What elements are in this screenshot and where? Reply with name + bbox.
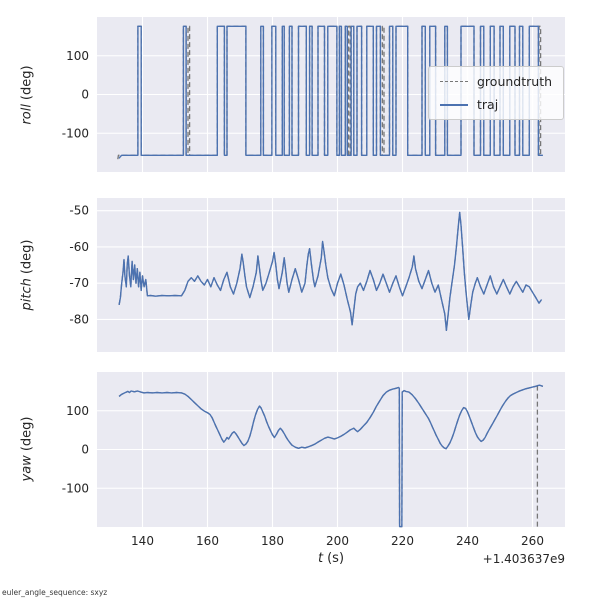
pitch-y-tick-label: -70 [69,276,89,290]
pitch-label-unit: (deg) [19,239,35,275]
pitch-y-tick-label: -60 [69,240,89,254]
yaw-label-unit: (deg) [19,416,35,452]
euler-sequence-note: euler_angle_sequence: sxyz [2,588,108,597]
yaw-y-tick-label: -100 [62,481,89,495]
x-axis-label: t (s) [318,551,344,566]
roll-traj-line [118,25,543,159]
groundtruth-line-sample [440,81,468,82]
x-label-unit: (s) [327,551,345,566]
x-tick-label: 140 [131,534,154,548]
pitch-y-tick-label: -50 [69,204,89,218]
yaw-traj-line [118,384,544,528]
legend: groundtruth traj [428,66,565,120]
pitch-axes-background [97,198,565,352]
roll-label-var: roll [19,104,35,125]
x-axis-offset-text: +1.403637e9 [482,552,565,566]
x-tick-label: 220 [391,534,414,548]
yaw-y-tick-label: 100 [66,404,89,418]
roll-label-unit: (deg) [19,65,35,101]
pitch-traj-line [118,211,543,331]
yaw-y-tick-label: 0 [81,443,89,457]
legend-label-traj: traj [477,97,499,112]
roll-y-tick-label: 0 [81,88,89,102]
x-label-var: t [317,551,324,566]
x-tick-label: 260 [521,534,544,548]
yaw-y-axis-label: yaw (deg) [20,417,35,482]
legend-label-groundtruth: groundtruth [477,74,553,89]
roll-y-tick-label: 100 [66,49,89,63]
x-tick-label: 200 [326,534,349,548]
yaw-label-var: yaw [19,455,35,482]
pitch-y-axis-label: pitch (deg) [20,239,35,310]
x-tick-label: 180 [261,534,284,548]
traj-line-sample [440,103,468,106]
legend-item-groundtruth: groundtruth [440,74,552,89]
pitch-y-tick-label: -80 [69,312,89,326]
x-tick-label: 240 [456,534,479,548]
pitch-label-var: pitch [19,278,35,311]
roll-y-axis-label: roll (deg) [20,65,35,124]
x-tick-label: 160 [196,534,219,548]
roll-y-tick-label: -100 [62,126,89,140]
legend-item-traj: traj [440,97,552,112]
